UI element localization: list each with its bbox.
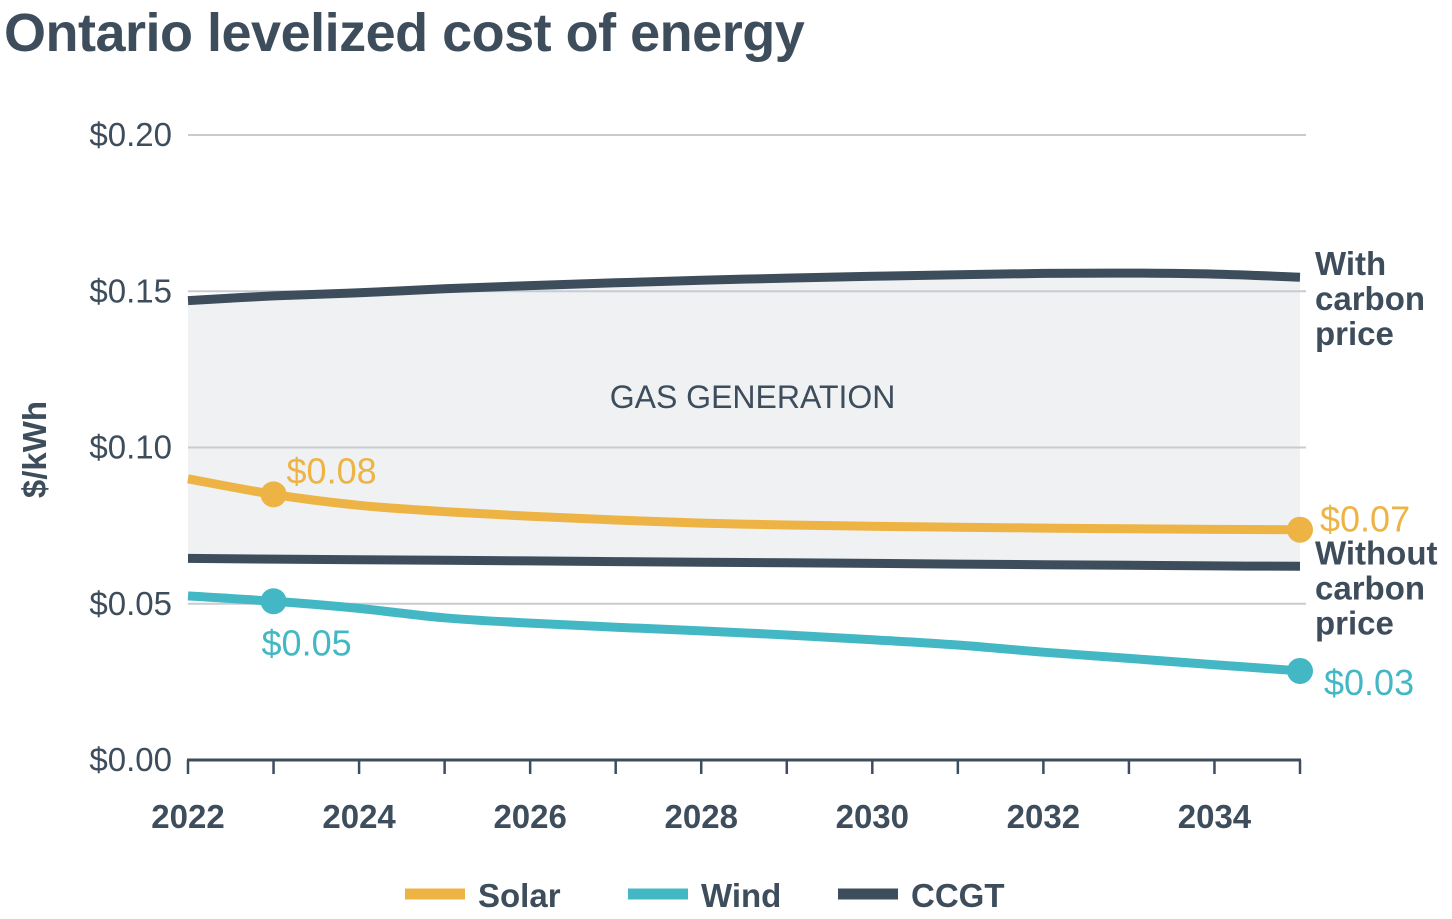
gas-generation-band — [188, 273, 1300, 567]
y-tick-label: $0.15 — [89, 272, 172, 309]
y-axis-ticks: $0.00 $0.05 $0.10 $0.15 $0.20 — [89, 116, 172, 778]
solar-line — [187, 474, 1301, 535]
x-tick-label: 2028 — [665, 798, 738, 835]
solar-legend-label: Solar — [478, 877, 561, 914]
solar-point — [1287, 516, 1313, 543]
solar-value-label: $0.07 — [1320, 499, 1410, 540]
chart-title: Ontario levelized cost of energy — [4, 3, 805, 63]
ccgt-annotation-text: price — [1315, 604, 1394, 641]
legend: Solar Wind CCGT — [405, 877, 1005, 914]
x-axis-ticks: 2022 2024 2026 2028 2030 2032 2034 — [151, 798, 1252, 835]
ccgt-line — [187, 268, 1301, 306]
ccgt-annotation-text: With — [1315, 245, 1386, 282]
wind-legend-label: Wind — [701, 877, 781, 914]
ccgt-line — [187, 553, 1301, 571]
y-tick-label: $0.05 — [89, 585, 172, 622]
solar-point — [260, 481, 287, 508]
ccgt-annotation-text: price — [1315, 315, 1394, 352]
ccgt-annotation-text: carbon — [1315, 280, 1425, 317]
band-fill — [188, 273, 1300, 567]
x-tick-label: 2024 — [322, 798, 396, 835]
wind-line — [187, 591, 1301, 676]
band-label: GAS GENERATION — [610, 379, 896, 415]
y-axis-label: $/kWh — [16, 401, 53, 498]
x-axis — [186, 758, 1302, 774]
wind-value-label: $0.05 — [262, 622, 352, 663]
x-tick-label: 2032 — [1007, 798, 1080, 835]
y-tick-label: $0.20 — [89, 116, 172, 153]
wind-point — [1287, 657, 1313, 684]
data-labels: $0.08 $0.07 $0.05 $0.03 — [260, 450, 1414, 703]
wind-point — [260, 588, 287, 615]
x-tick-label: 2034 — [1178, 798, 1252, 835]
wind-value-label: $0.03 — [1324, 662, 1414, 703]
x-tick-label: 2022 — [151, 798, 224, 835]
y-tick-label: $0.10 — [89, 429, 172, 466]
ccgt-legend-label: CCGT — [911, 877, 1005, 914]
solar-value-label: $0.08 — [287, 450, 377, 491]
x-tick-label: 2030 — [836, 798, 909, 835]
y-tick-label: $0.00 — [89, 741, 172, 778]
ccgt-annotation-text: carbon — [1315, 569, 1425, 606]
series-lines — [187, 268, 1301, 676]
ccgt-annotation-text: Without — [1315, 534, 1437, 571]
x-tick-label: 2026 — [493, 798, 566, 835]
